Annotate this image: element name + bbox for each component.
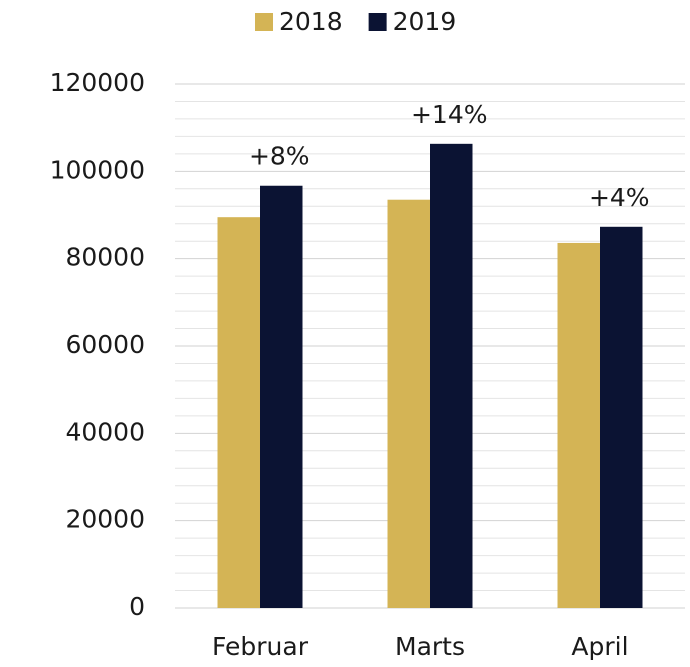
legend-swatch (255, 13, 273, 31)
bar (387, 199, 430, 608)
y-tick-label: 0 (129, 592, 145, 621)
legend: 2018 2019 (255, 7, 456, 36)
x-tick-label: April (571, 632, 628, 661)
y-tick-label: 100000 (50, 155, 145, 184)
y-tick-label: 40000 (65, 417, 145, 446)
legend-swatch (368, 13, 387, 31)
bar (600, 226, 643, 609)
y-tick-label: 20000 (65, 505, 145, 534)
bar (217, 217, 260, 608)
annotation: +8% (249, 142, 310, 171)
annotation: +4% (589, 183, 650, 212)
legend-label: 2018 (279, 7, 343, 36)
bar (557, 242, 600, 609)
y-tick-label: 120000 (50, 68, 145, 97)
legend-label: 2019 (393, 7, 457, 36)
annotation: +14% (411, 100, 488, 129)
y-tick-label: 60000 (65, 330, 145, 359)
bar (430, 143, 473, 608)
bar (260, 185, 303, 608)
x-tick-label: Marts (395, 632, 465, 661)
y-tick-label: 80000 (65, 243, 145, 272)
x-tick-label: Februar (212, 632, 309, 661)
